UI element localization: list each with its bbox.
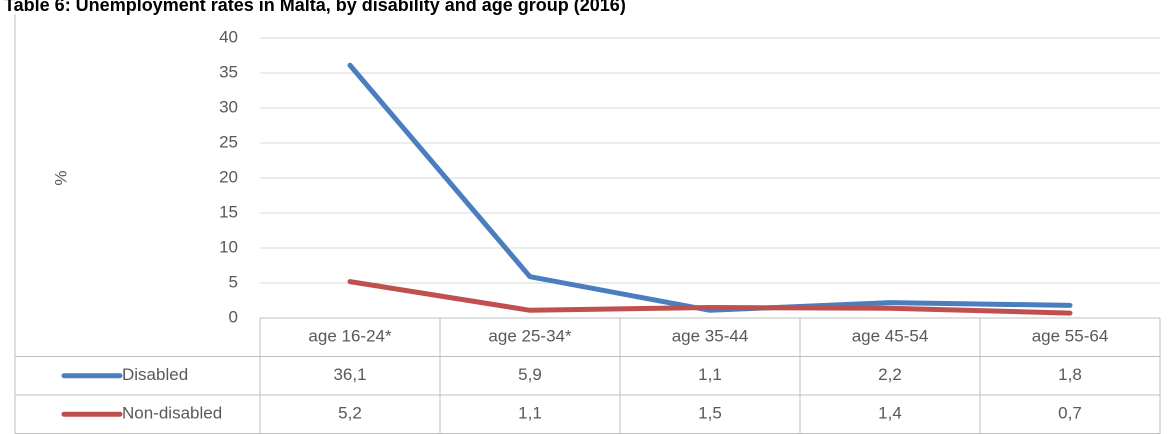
series-line	[347, 279, 1073, 316]
table-value: 2,2	[878, 365, 902, 384]
chart-title: Table 6: Unemployment rates in Malta, by…	[4, 0, 626, 15]
series-line	[347, 62, 1073, 313]
table-value: 1,4	[878, 404, 902, 423]
table-value: 5,2	[338, 404, 362, 423]
y-tick-label: 20	[219, 167, 238, 186]
table-value: 1,8	[1058, 365, 1082, 384]
y-axis-label: %	[51, 170, 70, 185]
table-value: 1,5	[698, 404, 722, 423]
y-tick-label: 10	[219, 237, 238, 256]
y-tick-label: 0	[229, 307, 238, 326]
table-value: 1,1	[518, 404, 542, 423]
y-tick-label: 30	[219, 97, 238, 116]
table-value: 5,9	[518, 365, 542, 384]
y-tick-label: 15	[219, 202, 238, 221]
table-value: 36,1	[333, 365, 366, 384]
y-tick-label: 35	[219, 62, 238, 81]
x-tick-label: age 35-44	[672, 327, 749, 346]
y-tick-label: 5	[229, 272, 238, 291]
table-value: 0,7	[1058, 404, 1082, 423]
y-tick-label: 40	[219, 27, 238, 46]
legend-label: Non-disabled	[122, 404, 222, 423]
legend-label: Disabled	[122, 365, 188, 384]
x-tick-label: age 45-54	[852, 327, 929, 346]
x-tick-label: age 25-34*	[488, 327, 572, 346]
x-tick-label: age 55-64	[1032, 327, 1109, 346]
y-tick-label: 25	[219, 132, 238, 151]
x-tick-label: age 16-24*	[308, 327, 392, 346]
table-value: 1,1	[698, 365, 722, 384]
